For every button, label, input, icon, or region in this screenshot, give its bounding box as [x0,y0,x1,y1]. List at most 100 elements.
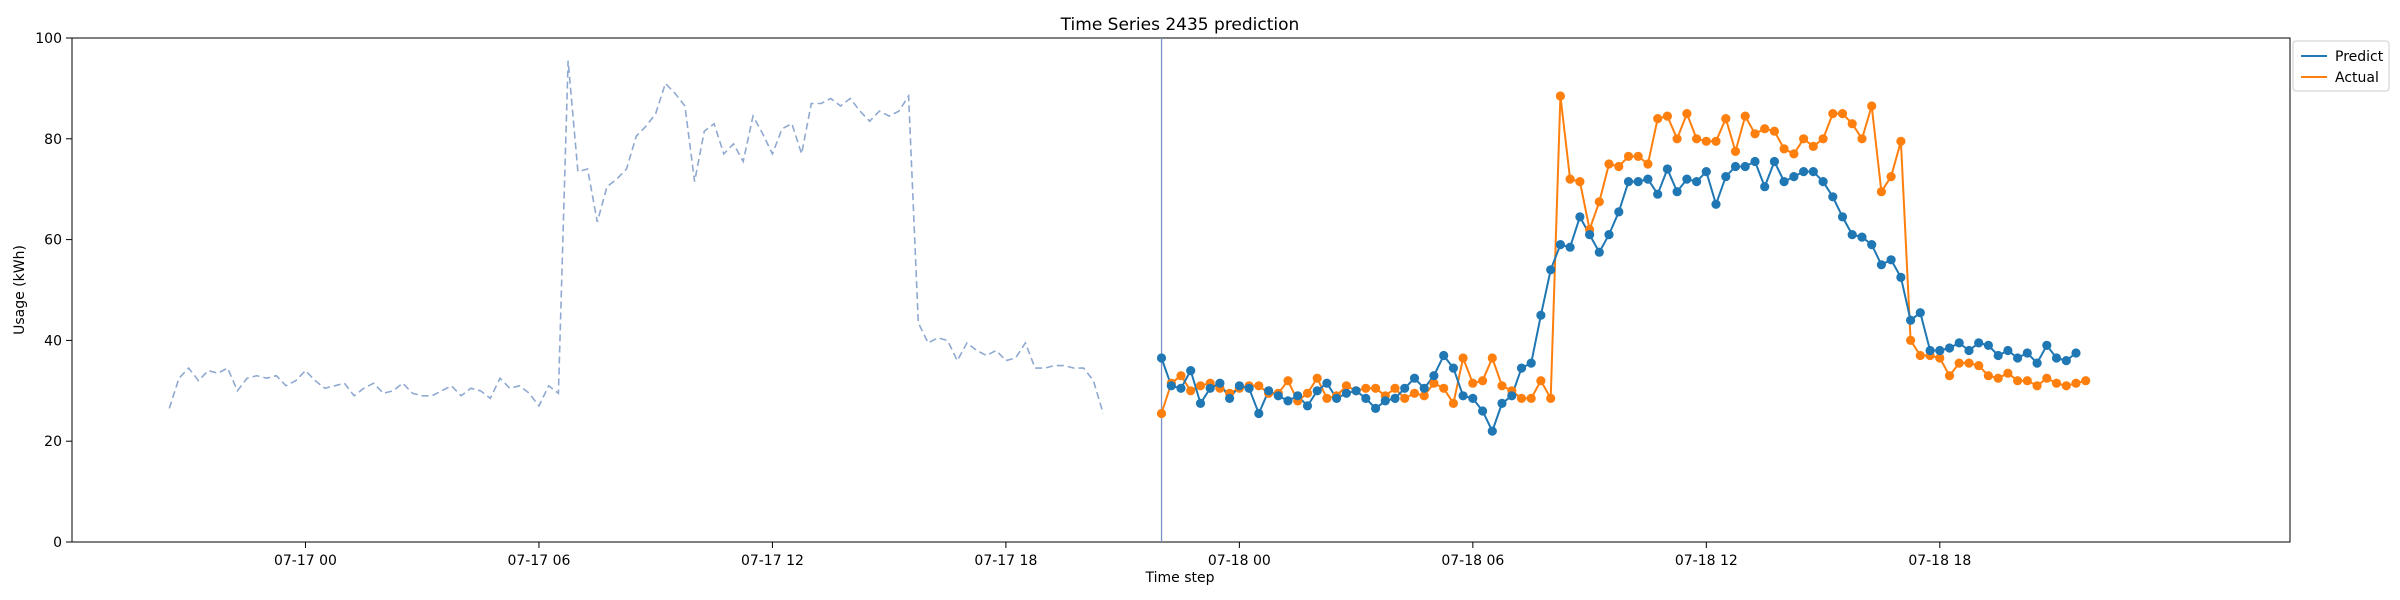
predict-point-25 [1400,383,1410,393]
actual-point-63 [1769,126,1779,136]
actual-point-46 [1604,159,1614,169]
actual-point-70 [1837,109,1848,119]
actual-point-47 [1614,161,1624,172]
actual-point-3 [1186,386,1196,396]
x-tick-label-1: 07-17 06 [507,553,570,569]
predict-point-57 [1711,199,1721,209]
actual-point-22 [1371,383,1381,393]
predict-point-76 [1896,272,1906,282]
actual-point-0 [1156,408,1167,419]
actual-point-74 [1876,187,1886,197]
predict-point-80 [1935,345,1945,356]
predict-point-23 [1380,396,1390,406]
predict-point-61 [1750,156,1760,167]
predict-point-53 [1672,187,1682,197]
predict-point-49 [1633,177,1643,187]
predict-point-45 [1594,247,1604,257]
actual-point-58 [1721,114,1731,124]
actual-point-80 [1935,353,1945,363]
x-tick-label-5: 07-18 06 [1441,553,1504,569]
actual-point-85 [1983,371,1993,381]
actual-point-33 [1478,376,1488,386]
predict-point-59 [1730,161,1741,172]
actual-point-2 [1176,371,1186,381]
predict-point-7 [1225,393,1235,403]
predict-point-27 [1419,383,1429,393]
legend-predict-label: Predict [2335,49,2384,65]
predict-point-85 [1983,340,1993,350]
predict-point-93 [2061,356,2071,366]
predict-point-28 [1429,371,1439,381]
actual-point-81 [1944,371,1955,381]
actual-point-50 [1643,159,1653,169]
predict-point-58 [1721,172,1731,182]
predict-point-46 [1604,230,1614,240]
predict-point-69 [1828,192,1838,202]
predict-point-78 [1915,308,1925,318]
predict-point-10 [1254,408,1264,419]
predict-point-36 [1507,391,1517,401]
actual-point-88 [2013,376,2023,386]
legend: Predict Actual [2292,40,2390,92]
actual-point-77 [1906,335,1916,345]
predict-point-24 [1390,393,1400,403]
actual-point-60 [1740,111,1750,121]
actual-point-55 [1692,134,1702,144]
actual-point-34 [1487,353,1497,363]
predict-point-55 [1692,177,1702,187]
predict-point-54 [1682,174,1692,184]
predict-point-43 [1575,212,1585,222]
actual-point-68 [1818,134,1828,144]
actual-point-29 [1439,383,1449,393]
predict-point-63 [1769,156,1779,167]
predict-point-22 [1371,403,1381,413]
actual-point-40 [1546,393,1556,403]
predict-point-44 [1585,230,1595,240]
predict-point-88 [2013,353,2023,363]
y-axis-label: Usage (kWh) [12,245,28,335]
series-history-line [168,60,1104,414]
predict-point-41 [1555,240,1565,250]
predict-point-1 [1166,381,1176,391]
predict-point-62 [1760,182,1770,192]
x-axis-label: Time step [1145,570,1215,586]
legend-box [2292,40,2390,92]
predict-point-86 [1993,350,2003,361]
actual-point-15 [1302,388,1313,398]
predict-point-3 [1186,366,1196,376]
actual-point-53 [1672,134,1682,144]
predict-point-4 [1195,398,1206,408]
predict-point-11 [1264,386,1274,396]
actual-point-19 [1341,381,1351,391]
actual-point-76 [1896,136,1906,146]
actual-point-42 [1565,174,1575,184]
actual-point-49 [1633,151,1643,161]
predict-point-2 [1176,383,1186,393]
predict-point-26 [1409,373,1420,383]
actual-point-69 [1828,109,1838,119]
actual-point-35 [1497,381,1507,391]
predict-point-70 [1837,212,1848,222]
predict-point-81 [1944,343,1955,353]
actual-point-62 [1760,124,1770,134]
predict-point-39 [1536,310,1546,320]
predict-point-83 [1964,345,1974,356]
actual-point-82 [1954,358,1964,368]
predict-point-8 [1234,381,1244,391]
predict-point-66 [1799,167,1809,177]
actual-point-26 [1409,388,1420,398]
actual-point-31 [1458,353,1468,363]
predict-point-50 [1643,174,1653,184]
actual-point-51 [1653,114,1663,124]
predict-point-75 [1886,255,1896,265]
series-predict-line [1160,158,2077,434]
predict-point-73 [1867,240,1877,250]
actual-point-25 [1400,393,1410,403]
legend-actual-label: Actual [2335,70,2379,86]
x-tick-label-2: 07-17 12 [741,553,804,569]
predict-point-16 [1312,386,1322,396]
actual-point-52 [1662,111,1672,121]
actual-point-61 [1750,129,1760,139]
predict-point-30 [1448,363,1458,373]
